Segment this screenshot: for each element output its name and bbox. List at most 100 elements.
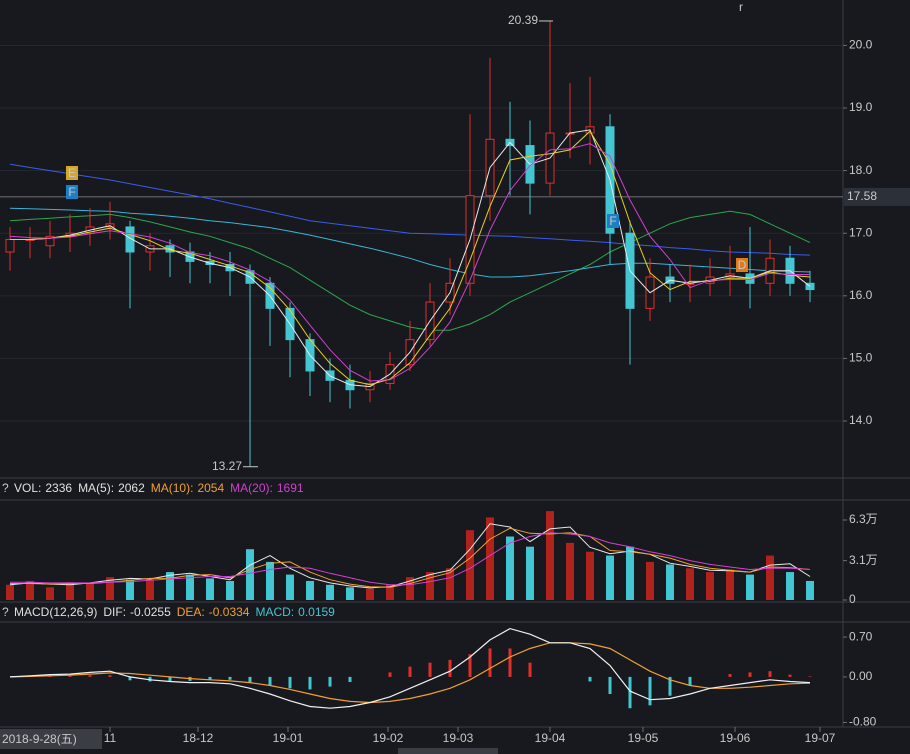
header-label: MACD: <box>255 605 294 619</box>
cursor-date-box <box>0 729 102 749</box>
volume-bar <box>566 542 574 600</box>
corner-mark: r <box>739 0 743 14</box>
volume-bar <box>406 577 414 600</box>
volume-bar <box>706 572 714 600</box>
y-tick-label: 0 <box>849 592 856 606</box>
cursor-date: 2018-9-28(五) <box>2 732 77 746</box>
moving-average <box>9 207 811 278</box>
volume-bar <box>186 574 194 600</box>
dea-line <box>9 642 811 704</box>
volume-bar <box>786 572 794 600</box>
event-marker <box>736 258 748 272</box>
volume-bar <box>46 587 54 600</box>
candle-body <box>5 238 15 253</box>
y-tick-label: 0.00 <box>849 669 873 683</box>
volume-bar <box>146 578 154 600</box>
moving-average <box>10 129 811 388</box>
moving-average <box>9 143 810 382</box>
help-icon: ? <box>2 481 9 495</box>
x-tick-label: 19-05 <box>628 731 659 745</box>
y-tick-label: 17.0 <box>849 225 873 239</box>
reference-label-box <box>844 187 910 206</box>
volume-bar <box>306 580 314 600</box>
min-label: 13.27 <box>212 459 242 473</box>
event-marker-label: D <box>738 258 747 272</box>
volume-bar <box>226 580 234 600</box>
volume-bar <box>426 572 434 600</box>
event-marker <box>66 185 78 199</box>
y-tick-label: 18.0 <box>849 163 873 177</box>
volume-bar <box>666 564 674 600</box>
header-label: VOL: <box>14 481 41 495</box>
volume-bar <box>526 546 534 600</box>
volume-bar <box>806 580 814 600</box>
volume-bar <box>206 578 214 600</box>
x-tick-label: 19-02 <box>373 731 404 745</box>
max-label: 20.39 <box>508 13 538 27</box>
volume-bar <box>26 580 34 600</box>
volume-bar <box>66 582 74 600</box>
header-label: DIF: <box>103 605 126 619</box>
y-tick-label: 20.0 <box>849 38 873 52</box>
x-tick-label: 19-06 <box>720 731 751 745</box>
panel-header: VOL: 2336 MA(5): 2062 MA(10): 2054 MA(20): 1691 <box>14 481 304 495</box>
volume-bar <box>386 584 394 600</box>
volume-bar <box>6 584 14 600</box>
header-label: MA(20): <box>230 481 273 495</box>
event-marker-label: E <box>68 166 76 180</box>
header-label: MA(5): <box>78 481 114 495</box>
y-tick-label: 15.0 <box>849 351 873 365</box>
candle-body <box>45 235 55 247</box>
header-value: 2054 <box>197 481 224 495</box>
x-tick-label: 19-04 <box>535 731 566 745</box>
event-marker-label: F <box>609 214 616 228</box>
volume-bar <box>126 579 134 600</box>
volume-bar <box>686 568 694 600</box>
header-value: -0.0255 <box>130 605 171 619</box>
y-tick-label: 19.0 <box>849 100 873 114</box>
volume-bar <box>546 511 554 600</box>
x-tick-label: 19-07 <box>805 731 836 745</box>
scrollbar[interactable] <box>398 748 498 754</box>
volume-bar <box>626 546 634 600</box>
x-tick-label: 19-01 <box>273 731 304 745</box>
volume-bar <box>286 574 294 600</box>
x-tick-label: 11 <box>104 731 117 745</box>
volume-bar <box>506 536 514 600</box>
volume-bar <box>326 584 334 600</box>
header-title: MACD(12,26,9) <box>14 605 97 619</box>
volume-bar <box>266 561 274 600</box>
x-tick-label: 18-12 <box>183 731 214 745</box>
volume-bar <box>346 587 354 600</box>
x-tick-label: 19-03 <box>443 731 474 745</box>
event-marker <box>66 166 78 180</box>
event-marker-label: F <box>68 185 75 199</box>
volume-bar <box>586 551 594 600</box>
header-value: 2336 <box>45 481 72 495</box>
volume-bar <box>746 574 754 600</box>
volume-bar <box>726 569 734 600</box>
candle-body <box>805 282 815 291</box>
y-tick-label: 0.70 <box>849 629 873 643</box>
volume-bar <box>366 588 374 600</box>
header-label: DEA: <box>177 605 205 619</box>
volume-bar <box>606 555 614 600</box>
reference-label: 17.58 <box>847 189 877 203</box>
moving-average <box>9 163 811 256</box>
header-value: 1691 <box>277 481 304 495</box>
volume-bar <box>766 555 774 600</box>
volume-bar <box>86 583 94 600</box>
panel-header: MACD(12,26,9) DIF: -0.0255 DEA: -0.0334 MACD:… <box>14 605 335 619</box>
volume-bar <box>486 517 494 600</box>
moving-average <box>10 130 811 386</box>
volume-bar <box>166 572 174 600</box>
volume-bar <box>646 561 654 600</box>
y-tick-label: 16.0 <box>849 288 873 302</box>
volume-bar <box>466 530 474 600</box>
header-value: 2062 <box>118 481 145 495</box>
volume-bar <box>246 549 254 600</box>
header-value: -0.0334 <box>209 605 250 619</box>
